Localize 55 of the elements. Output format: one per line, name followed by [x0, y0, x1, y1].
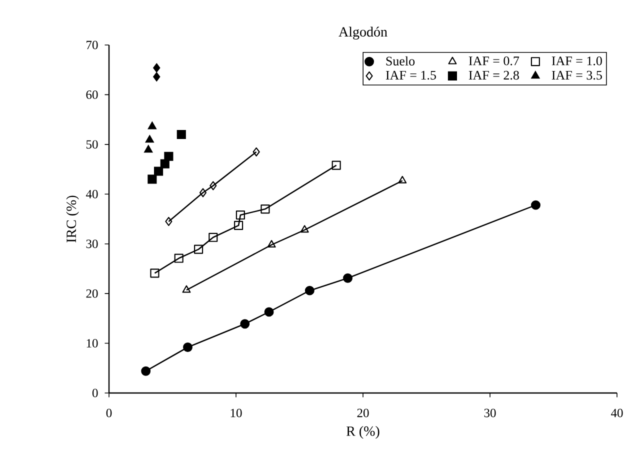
y-tick-label: 70	[86, 40, 98, 50]
point	[264, 307, 274, 317]
y-tick-label: 0	[92, 388, 98, 398]
legend-label: IAF = 2.8	[468, 70, 519, 80]
y-tick-label: 30	[86, 240, 98, 248]
point	[398, 176, 407, 184]
point	[343, 273, 352, 283]
legend-label: IAF = 1.5	[386, 70, 436, 80]
x-axis-title: R (%)	[346, 426, 380, 439]
point	[530, 200, 540, 210]
point	[150, 268, 160, 278]
point	[164, 152, 174, 161]
point	[176, 130, 186, 140]
x-tick-label: 20	[357, 408, 369, 418]
point	[252, 147, 260, 156]
point	[208, 232, 218, 242]
legend-label: IAF = 0.7	[468, 56, 520, 66]
legend-label: IAF = 3.5	[552, 70, 602, 80]
point	[210, 181, 217, 190]
point	[234, 220, 244, 230]
y-axis-title: IRC (%)	[66, 196, 79, 242]
x-tick-label: 0	[106, 408, 112, 418]
point	[236, 210, 245, 220]
point	[194, 244, 204, 254]
point	[260, 204, 270, 214]
point	[332, 160, 341, 170]
point	[165, 216, 172, 226]
point	[182, 285, 191, 293]
point	[141, 366, 151, 376]
point	[148, 174, 157, 184]
point	[240, 319, 250, 329]
x-tick-label: 30	[484, 408, 496, 418]
point	[148, 122, 156, 130]
y-tick-label: 60	[86, 90, 98, 99]
chart-title: Algodón	[338, 26, 388, 40]
point	[183, 342, 192, 352]
x-tick-label: 10	[230, 408, 242, 418]
point	[160, 159, 170, 168]
point	[174, 254, 184, 263]
point	[145, 135, 154, 143]
point	[304, 286, 314, 296]
point	[300, 225, 309, 233]
y-tick-label: 10	[86, 339, 98, 348]
point	[267, 240, 276, 248]
point	[144, 145, 153, 153]
point	[153, 72, 160, 82]
point	[199, 188, 207, 198]
x-tick-label: 40	[611, 408, 623, 418]
legend-label: IAF = 1.0	[552, 56, 602, 66]
y-tick-label: 20	[86, 289, 98, 298]
y-tick-label: 50	[86, 140, 98, 149]
point	[153, 63, 160, 72]
y-tick-label: 40	[86, 190, 98, 198]
legend-label: Suelo	[386, 56, 415, 66]
point	[154, 166, 164, 176]
